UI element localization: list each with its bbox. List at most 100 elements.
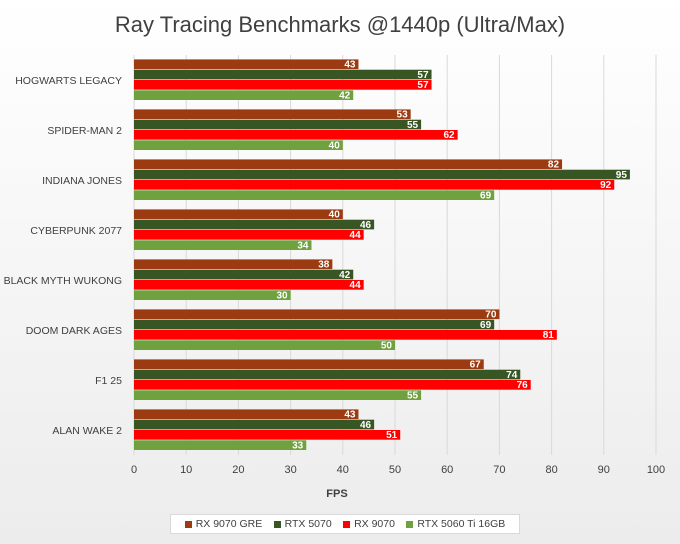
bar <box>134 269 354 280</box>
data-label: 46 <box>360 420 372 431</box>
bar <box>134 109 411 120</box>
bar <box>134 209 343 220</box>
x-tick-label: 0 <box>131 464 137 476</box>
bars: 4357574253556240829592694046443438424430… <box>134 59 630 451</box>
data-label: 43 <box>344 60 356 71</box>
data-label: 76 <box>517 380 529 391</box>
data-label: 53 <box>397 110 409 121</box>
category-labels: HOGWARTS LEGACY SPIDER-MAN 2 INDIANA JONES… <box>4 75 123 437</box>
data-label: 57 <box>417 80 429 91</box>
x-tick-label: 10 <box>180 464 192 476</box>
bar <box>134 330 557 340</box>
legend-label: RTX 5060 Ti 16GB <box>417 518 506 530</box>
bar <box>134 380 531 390</box>
data-label: 55 <box>407 390 419 401</box>
data-label: 44 <box>350 280 362 291</box>
x-axis-ticks: 0 10 20 30 40 50 60 70 80 90 100 <box>131 464 665 476</box>
category-label: DOOM DARK AGES <box>26 325 122 337</box>
bar <box>134 90 354 100</box>
data-label: 46 <box>360 220 372 231</box>
category-label: BLACK MYTH WUKONG <box>4 275 122 287</box>
data-label: 51 <box>386 430 398 441</box>
category-label: HOGWARTS LEGACY <box>15 75 122 87</box>
data-label: 44 <box>350 230 362 241</box>
data-label: 81 <box>543 330 555 341</box>
data-label: 42 <box>339 90 351 101</box>
x-axis-title: FPS <box>326 488 347 500</box>
bar <box>134 169 630 180</box>
legend-label: RX 9070 <box>354 518 395 530</box>
x-tick-label: 50 <box>389 464 401 476</box>
data-label: 67 <box>470 360 482 371</box>
data-label: 34 <box>297 240 309 251</box>
bar <box>134 340 395 350</box>
bar <box>134 180 615 190</box>
data-label: 42 <box>339 270 351 281</box>
data-label: 30 <box>276 290 288 301</box>
x-tick-label: 70 <box>493 464 505 476</box>
data-label: 33 <box>292 440 304 451</box>
x-tick-label: 20 <box>232 464 244 476</box>
bar <box>134 259 333 270</box>
bar <box>134 190 495 200</box>
legend-label: RX 9070 GRE <box>195 518 263 530</box>
bar <box>134 430 401 440</box>
bar <box>134 219 375 230</box>
x-tick-label: 80 <box>545 464 557 476</box>
data-label: 38 <box>318 260 330 271</box>
data-label: 69 <box>480 190 492 201</box>
category-label: INDIANA JONES <box>42 175 122 187</box>
legend-swatch <box>343 520 351 528</box>
bar <box>134 359 484 370</box>
legend: RX 9070 GRE RTX 5070 RX 9070 RTX 5060 Ti 16… <box>170 514 520 534</box>
bar <box>134 159 563 170</box>
data-label: 50 <box>381 340 393 351</box>
bar <box>134 130 458 140</box>
data-label: 55 <box>407 120 419 131</box>
data-label: 92 <box>600 180 612 191</box>
data-label: 62 <box>444 130 456 141</box>
chart-title: Ray Tracing Benchmarks @1440p (Ultra/Max… <box>114 12 566 37</box>
bar <box>134 319 495 330</box>
bar <box>134 290 291 300</box>
legend-label: RTX 5070 <box>284 518 332 530</box>
bar <box>134 80 432 90</box>
legend-item: RX 9070 GRE <box>184 518 263 530</box>
data-label: 69 <box>480 320 492 331</box>
legend-item: RTX 5070 <box>273 518 332 530</box>
data-label: 43 <box>344 410 356 421</box>
legend-item: RX 9070 <box>343 518 395 530</box>
bar <box>134 409 359 420</box>
data-label: 95 <box>616 170 628 181</box>
bar <box>134 59 359 70</box>
data-label: 74 <box>506 370 518 381</box>
bar <box>134 240 312 250</box>
data-label: 57 <box>417 70 429 81</box>
data-label: 70 <box>485 310 497 321</box>
x-tick-label: 40 <box>337 464 349 476</box>
legend-item: RTX 5060 Ti 16GB <box>406 518 505 530</box>
bar <box>134 140 343 150</box>
bar <box>134 230 364 240</box>
bar <box>134 119 422 130</box>
bar <box>134 69 432 80</box>
bar <box>134 440 307 450</box>
category-label: CYBERPUNK 2077 <box>30 225 122 237</box>
data-label: 40 <box>329 140 341 151</box>
x-tick-label: 90 <box>598 464 610 476</box>
category-label: SPIDER-MAN 2 <box>47 125 122 137</box>
bar <box>134 419 375 430</box>
legend-swatch <box>273 520 281 528</box>
x-tick-label: 100 <box>647 464 665 476</box>
legend-swatch <box>406 520 414 528</box>
data-label: 82 <box>548 160 560 171</box>
bar <box>134 369 521 380</box>
bar <box>134 390 422 400</box>
category-label: ALAN WAKE 2 <box>52 425 122 437</box>
data-label: 40 <box>329 210 341 221</box>
category-label: F1 25 <box>95 375 122 387</box>
x-tick-label: 30 <box>284 464 296 476</box>
bar <box>134 280 364 290</box>
x-tick-label: 60 <box>441 464 453 476</box>
